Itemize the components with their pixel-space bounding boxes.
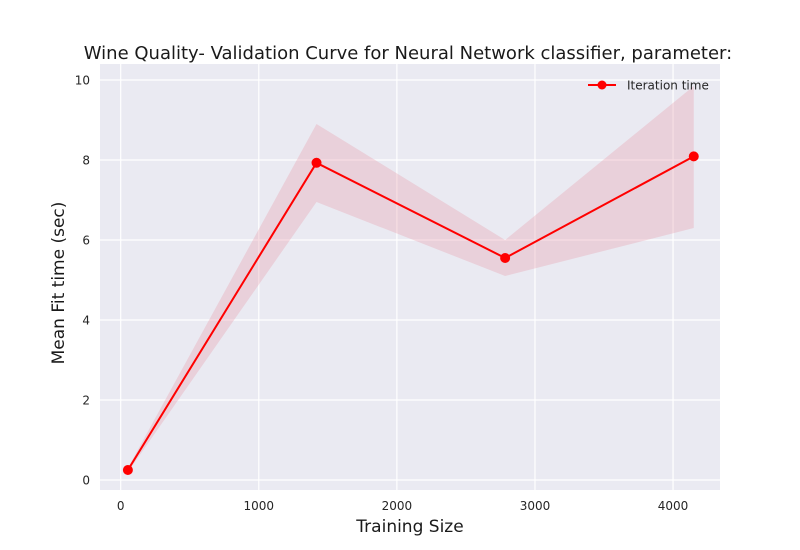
y-tick-label: 4 xyxy=(82,314,90,328)
data-point xyxy=(311,157,322,168)
series-points xyxy=(122,151,699,475)
plot-area xyxy=(100,64,720,490)
data-point xyxy=(688,151,699,162)
y-tick-label: 6 xyxy=(82,234,90,248)
x-tick-label: 1000 xyxy=(244,499,275,513)
x-tick-label: 2000 xyxy=(382,499,413,513)
y-tick-labels: 0 2 4 6 8 10 xyxy=(75,74,90,488)
series-lines xyxy=(127,155,695,471)
confidence-band xyxy=(127,86,694,472)
x-tick-labels: 0 1000 2000 3000 4000 xyxy=(117,499,688,513)
grid xyxy=(100,64,720,490)
confidence-bands xyxy=(127,86,694,472)
series-line xyxy=(127,155,695,471)
x-tick-label: 4000 xyxy=(658,499,689,513)
x-tick-label: 0 xyxy=(117,499,125,513)
chart-title: Wine Quality- Validation Curve for Neura… xyxy=(84,43,732,64)
legend: Iteration time xyxy=(588,79,709,93)
y-tick-label: 2 xyxy=(82,394,90,408)
y-tick-label: 8 xyxy=(82,154,90,168)
y-tick-label: 10 xyxy=(75,74,90,88)
y-tick-label: 0 xyxy=(82,474,90,488)
legend-point-marker xyxy=(597,80,607,90)
x-axis-label: Training Size xyxy=(355,517,463,537)
data-point xyxy=(122,465,133,475)
y-axis-label: Mean Fit time (sec) xyxy=(49,202,69,365)
data-point xyxy=(500,253,511,263)
legend-label: Iteration time xyxy=(627,79,709,93)
x-tick-label: 3000 xyxy=(520,499,551,513)
